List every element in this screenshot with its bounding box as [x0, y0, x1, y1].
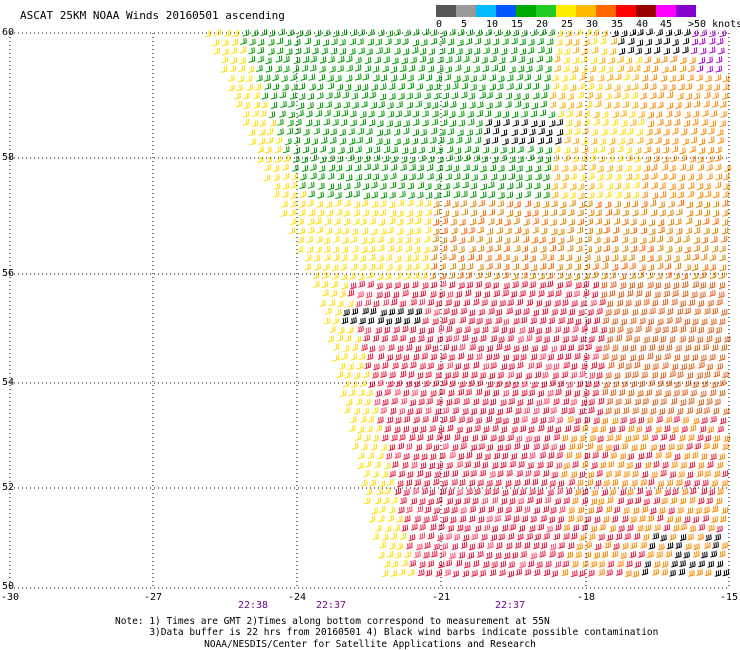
lon-label-15w: -15 [719, 592, 739, 603]
legend-tick-label: 0 [436, 19, 443, 30]
lon-label-30w: -30 [0, 592, 20, 603]
legend-max-label: >50 knots [688, 19, 740, 30]
lon-label-24w: -24 [287, 592, 307, 603]
credit-line: NOAA/NESDIS/Center for Satellite Applica… [204, 639, 536, 650]
wind-barbs-group [690, 29, 726, 73]
wind-barbs-group [205, 28, 645, 578]
wind-barbs-layer [205, 28, 731, 578]
legend-tick-label: 40 [636, 19, 649, 30]
legend-tick-label: 25 [561, 19, 574, 30]
legend-swatch [516, 5, 536, 17]
legend-swatch [536, 5, 556, 17]
legend-swatch [656, 5, 676, 17]
legend-tick-label: 5 [461, 19, 468, 30]
lat-label-50: 50 [2, 581, 15, 592]
legend-tick-label: 35 [611, 19, 624, 30]
lat-label-58: 58 [2, 152, 15, 163]
note-line-2: 3)Data buffer is 22 hrs from 20160501 4)… [115, 627, 659, 638]
legend-swatch [436, 5, 456, 17]
wind-barbs-group [341, 28, 730, 577]
legend-swatch [576, 5, 596, 17]
lon-label-21w: -21 [431, 592, 451, 603]
legend-swatch [456, 5, 476, 17]
wind-barbs-group [600, 281, 731, 416]
map-title: ASCAT 25KM NOAA Winds 20160501 ascending [20, 9, 285, 22]
legend-swatch [496, 5, 516, 17]
lat-lon-grid [9, 32, 730, 589]
legend-swatch [556, 5, 576, 17]
legend-swatch [636, 5, 656, 17]
map-notes: Note: 1) Times are GMT 2)Times along bot… [115, 616, 658, 638]
legend-color-bar [436, 5, 696, 17]
pass-time-label: 22:38 [237, 600, 269, 611]
lat-label-52: 52 [2, 482, 15, 493]
legend-tick-label: 45 [660, 19, 673, 30]
wind-speed-legend: 0 5 10 15 20 25 30 35 40 45 >50 knots [436, 5, 740, 31]
wind-barbs-group [347, 280, 729, 578]
lat-label-54: 54 [2, 377, 15, 388]
lon-label-18w: -18 [576, 592, 596, 603]
wind-barbs-group [429, 199, 729, 281]
wind-barbs-group [430, 199, 729, 281]
lat-label-56: 56 [2, 268, 15, 279]
lat-label-60: 60 [2, 27, 15, 38]
legend-tick-label: 30 [586, 19, 599, 30]
legend-tick-label: 15 [511, 19, 524, 30]
legend-swatch [676, 5, 696, 17]
note-line-1: Note: 1) Times are GMT 2)Times along bot… [115, 616, 550, 627]
legend-tick-label: 10 [486, 19, 499, 30]
wind-barbs-group [560, 55, 731, 578]
legend-swatch [596, 5, 616, 17]
pass-time-label: 22:37 [494, 600, 526, 611]
legend-swatch [476, 5, 496, 17]
legend-swatch [616, 5, 636, 17]
pass-time-label: 22:37 [315, 600, 347, 611]
legend-tick-label: 20 [536, 19, 549, 30]
lon-label-27w: -27 [143, 592, 163, 603]
wind-barbs-group [240, 28, 555, 200]
wind-barbs-group [355, 280, 599, 576]
